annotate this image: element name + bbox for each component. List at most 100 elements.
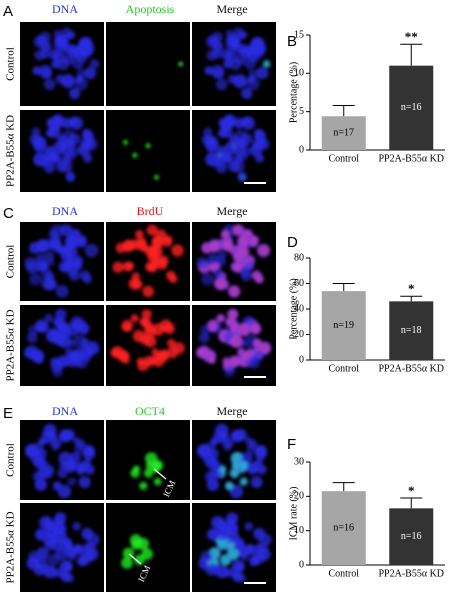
signal xyxy=(221,239,233,251)
signal xyxy=(225,481,234,491)
column-header: BrdU xyxy=(137,204,164,218)
nucleus xyxy=(43,162,55,174)
nucleus xyxy=(254,153,265,163)
signal xyxy=(168,274,178,284)
nucleus xyxy=(31,127,41,137)
signal xyxy=(239,477,248,486)
signal xyxy=(257,244,270,257)
nucleus xyxy=(205,152,219,167)
bar xyxy=(389,65,434,150)
nucleus xyxy=(72,437,81,446)
bar-label: n=18 xyxy=(401,325,422,336)
signal xyxy=(227,548,239,560)
nucleus xyxy=(28,325,39,335)
signal xyxy=(128,277,141,290)
cells xyxy=(110,309,185,372)
nucleus xyxy=(215,423,229,438)
nucleus xyxy=(41,277,56,291)
panel-letter: C xyxy=(3,205,14,222)
nucleus xyxy=(253,128,264,139)
nucleus xyxy=(204,471,215,482)
signal xyxy=(228,285,240,298)
nucleus xyxy=(207,253,219,265)
cells xyxy=(178,61,184,67)
nucleus xyxy=(81,128,92,139)
nucleus xyxy=(52,141,66,155)
signal xyxy=(132,465,141,473)
nucleus xyxy=(69,145,80,157)
cells xyxy=(195,308,272,378)
nucleus xyxy=(29,451,42,464)
bar xyxy=(321,291,366,360)
nucleus xyxy=(215,162,227,174)
nucleus xyxy=(82,543,91,552)
signal xyxy=(220,229,230,239)
nucleus xyxy=(224,366,235,378)
nucleus xyxy=(26,332,38,344)
signal xyxy=(142,285,154,298)
nucleus xyxy=(244,544,256,555)
nucleus xyxy=(32,471,43,482)
scale-bar xyxy=(244,376,266,378)
y-tick-label: 20 xyxy=(294,329,304,340)
y-tick-label: 10 xyxy=(294,525,304,536)
nucleus xyxy=(33,152,47,167)
signal xyxy=(216,314,225,323)
nucleus xyxy=(33,139,47,153)
column-header: Apoptosis xyxy=(126,2,175,16)
nucleus xyxy=(252,138,264,151)
arrow xyxy=(128,553,142,565)
nucleus xyxy=(213,68,225,79)
nucleus xyxy=(68,350,79,361)
nucleus xyxy=(45,251,55,261)
nucleus xyxy=(34,478,48,491)
nucleus xyxy=(53,39,67,52)
y-tick-label: 0 xyxy=(299,144,304,155)
cells xyxy=(24,223,99,298)
nucleus xyxy=(41,268,52,279)
nucleus xyxy=(74,443,85,455)
nucleus xyxy=(240,87,253,100)
nucleus xyxy=(48,49,60,61)
panel-letter: D xyxy=(287,234,298,251)
nucleus xyxy=(258,533,272,547)
signal xyxy=(143,355,155,368)
y-tick-label: 80 xyxy=(294,252,304,263)
signal xyxy=(122,356,130,364)
nucleus xyxy=(48,229,59,240)
nucleus xyxy=(89,59,100,69)
nucleus xyxy=(36,322,46,332)
x-tick-label: PP2A-B55α KD xyxy=(378,568,444,579)
nucleus xyxy=(69,452,81,464)
panel-letter: E xyxy=(3,405,13,422)
signal xyxy=(156,258,168,270)
nucleus xyxy=(61,129,76,144)
signal xyxy=(144,335,157,348)
nucleus xyxy=(58,429,72,443)
signal xyxy=(143,468,154,478)
nucleus xyxy=(28,550,41,563)
cells xyxy=(23,308,100,378)
nucleus xyxy=(57,334,72,349)
cells xyxy=(196,223,271,298)
nucleus xyxy=(200,325,211,335)
cells xyxy=(198,512,272,583)
nucleus xyxy=(203,127,213,137)
nucleus xyxy=(68,87,81,100)
signal xyxy=(163,323,175,335)
nucleus xyxy=(241,452,253,464)
nucleus xyxy=(244,437,253,446)
signal xyxy=(230,335,243,348)
signal xyxy=(134,229,144,239)
nucleus xyxy=(35,253,47,265)
nucleus xyxy=(83,458,92,467)
signal xyxy=(229,468,240,478)
y-tick-label: 5 xyxy=(299,106,304,117)
signal xyxy=(152,323,165,336)
nucleus xyxy=(35,528,48,541)
nucleus xyxy=(65,322,80,337)
nucleus xyxy=(80,338,91,348)
nucleus xyxy=(52,366,63,378)
nucleus xyxy=(216,153,229,166)
